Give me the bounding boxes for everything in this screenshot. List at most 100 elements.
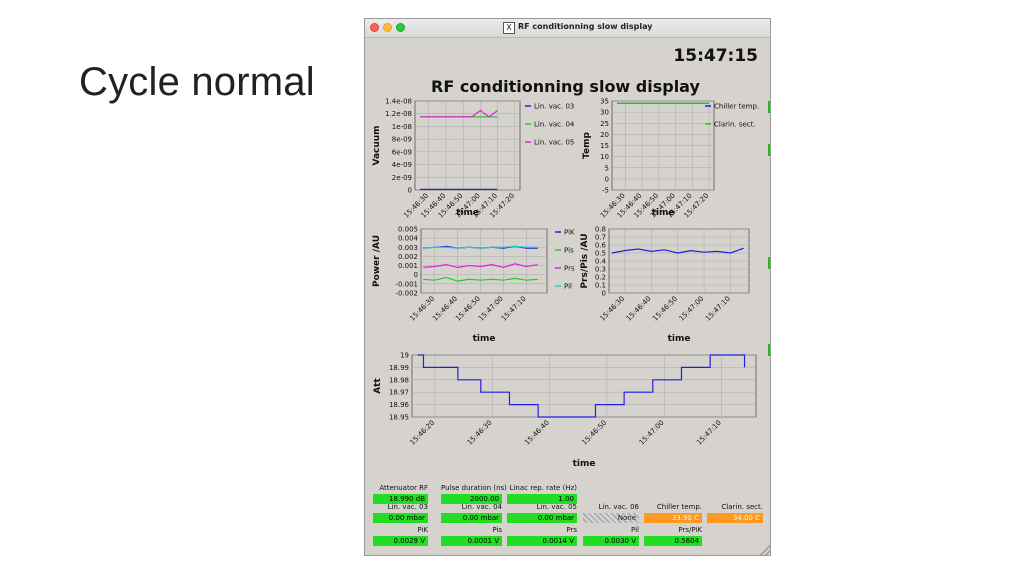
legend-entry: Prs — [564, 265, 575, 273]
status-value: 0.0030 V — [583, 536, 639, 546]
x-tick-label: 15:47:10 — [704, 295, 732, 323]
plot-vacuum: 1.4e-08 1.2e-08 1e-08 8e-09 6e-09 4e-09 2e-09 0… — [372, 98, 575, 220]
y-tick-label: 0.004 — [398, 235, 419, 243]
close-icon[interactable] — [370, 23, 379, 32]
y-tick-label: 4e-09 — [392, 161, 412, 169]
plot-frame — [411, 354, 757, 418]
x-tick-label: 15:46:50 — [651, 295, 679, 323]
x-tick-label: 15:47:00 — [638, 419, 666, 447]
status-label: Prs/PiK — [678, 526, 702, 534]
y-tick-label: 5 — [605, 164, 609, 172]
y-tick-label: 0.005 — [398, 226, 418, 234]
maximize-icon[interactable] — [396, 23, 405, 32]
y-tick-label: 0.4 — [595, 258, 607, 266]
y-tick-label: 20 — [600, 131, 609, 139]
status-value: 2000.00 — [441, 494, 502, 504]
y-tick-label: 30 — [600, 109, 609, 117]
status-value: 0.0029 V — [373, 536, 428, 546]
series-line-pis — [423, 276, 538, 282]
y-tick-label: 1e-08 — [392, 123, 412, 131]
y-axis-label: Vacuum — [372, 125, 382, 165]
status-panel: Attenuator RF 18.990 dB Pulse duration (ns… — [365, 484, 770, 555]
y-tick-label: -5 — [602, 187, 609, 195]
y-tick-label: 0.1 — [595, 282, 606, 290]
y-tick-label: 0.7 — [595, 234, 606, 242]
edge-indicator — [768, 257, 770, 269]
x11-icon: X — [503, 22, 515, 34]
y-tick-label: 0.003 — [398, 244, 418, 252]
legend-entry: PiK — [564, 229, 575, 237]
y-tick-label: -0.001 — [395, 280, 418, 288]
y-tick-label: 1.4e-08 — [385, 98, 412, 106]
status-value: 18.990 dB — [373, 494, 428, 504]
x-tick-label: 15:46:30 — [598, 295, 626, 323]
legend-entry: Lin. vac. 03 — [534, 103, 574, 111]
legend-entry: Clarin. sect. — [714, 121, 756, 129]
status-value: 0.00 mbar — [441, 513, 502, 523]
x-tick-label: 15:46:40 — [625, 295, 653, 323]
y-tick-label: 0.001 — [398, 262, 418, 270]
status-value: 0.00 mbar — [507, 513, 577, 523]
y-tick-label: 19 — [400, 352, 409, 360]
minimize-icon[interactable] — [383, 23, 392, 32]
y-tick-label: 18.98 — [389, 376, 409, 384]
y-tick-label: 0.8 — [595, 226, 606, 234]
y-tick-label: 0 — [414, 271, 418, 279]
y-tick-label: 25 — [600, 120, 609, 128]
y-tick-label: 18.96 — [389, 401, 410, 409]
status-label: Chiller temp. — [656, 503, 702, 511]
y-tick-label: 0.5 — [595, 250, 606, 258]
x-tick-label: 15:46:50 — [580, 419, 608, 447]
clock: 15:47:15 — [673, 46, 758, 66]
series-line-att — [417, 354, 746, 418]
status-label: PiK — [417, 526, 428, 534]
legend-entry: Lin. vac. 04 — [534, 121, 575, 129]
legend-entry: Pis — [564, 247, 574, 255]
x-axis-label: time — [473, 334, 496, 344]
x-tick-label: 15:46:40 — [523, 419, 551, 447]
y-tick-label: 6e-09 — [392, 148, 412, 156]
y-axis-label: Temp — [582, 132, 592, 159]
x-tick-label: 15:47:10 — [695, 419, 723, 447]
status-label: Linac rep. rate (Hz) — [509, 484, 577, 492]
series-line-lin-vac-05 — [420, 109, 498, 118]
legend-entry: Chiller temp. — [714, 103, 759, 111]
series-line-prs — [423, 263, 538, 269]
y-tick-label: 15 — [600, 142, 609, 150]
legend-entry: Lin. vac. 05 — [534, 139, 574, 147]
y-tick-label: 1.2e-08 — [385, 110, 412, 118]
series-line-prs-pik — [611, 247, 744, 254]
y-tick-label: 0 — [408, 187, 412, 195]
window-titlebar[interactable]: X RF conditionning slow display — [365, 19, 770, 38]
window-title: RF conditionning slow display — [518, 22, 653, 31]
y-axis-label: Power /AU — [372, 235, 382, 287]
status-label: Lin. vac. 04 — [461, 503, 502, 511]
x-axis-label: time — [652, 208, 675, 218]
status-value: 0.0001 V — [441, 536, 502, 546]
y-tick-label: 0 — [605, 175, 609, 183]
edge-indicator — [768, 344, 770, 356]
x-tick-label: 15:46:30 — [466, 419, 494, 447]
plots-area: 1.4e-08 1.2e-08 1e-08 8e-09 6e-09 4e-09 2e-09 0… — [372, 98, 759, 470]
slide-title: Cycle normal — [79, 60, 315, 104]
y-tick-label: 0.6 — [595, 242, 607, 250]
y-axis-label: Prs/Pis /AU — [580, 233, 590, 288]
series-line-pil — [423, 245, 538, 249]
plot-temp: 35302520151050-515:46:3015:46:4015:46:50… — [582, 98, 759, 220]
x-axis-label: time — [573, 459, 596, 469]
y-tick-label: 0.002 — [398, 253, 418, 261]
status-value: 0.00 mbar — [373, 513, 428, 523]
status-label: Lin. vac. 03 — [387, 503, 428, 511]
status-value: 34.00 C — [707, 513, 763, 523]
status-label: Pulse duration (ns) — [441, 484, 507, 492]
y-tick-label: 18.95 — [389, 414, 409, 422]
resize-handle[interactable] — [760, 545, 770, 555]
y-tick-label: 35 — [600, 98, 609, 106]
status-value: 0.0014 V — [507, 536, 577, 546]
y-tick-label: 0.3 — [595, 266, 606, 274]
status-value: 0.5604 — [644, 536, 702, 546]
x-axis-label: time — [456, 208, 479, 218]
status-label: Prs — [566, 526, 577, 534]
rf-display-window: X RF conditionning slow display 15:47:15… — [364, 18, 771, 556]
